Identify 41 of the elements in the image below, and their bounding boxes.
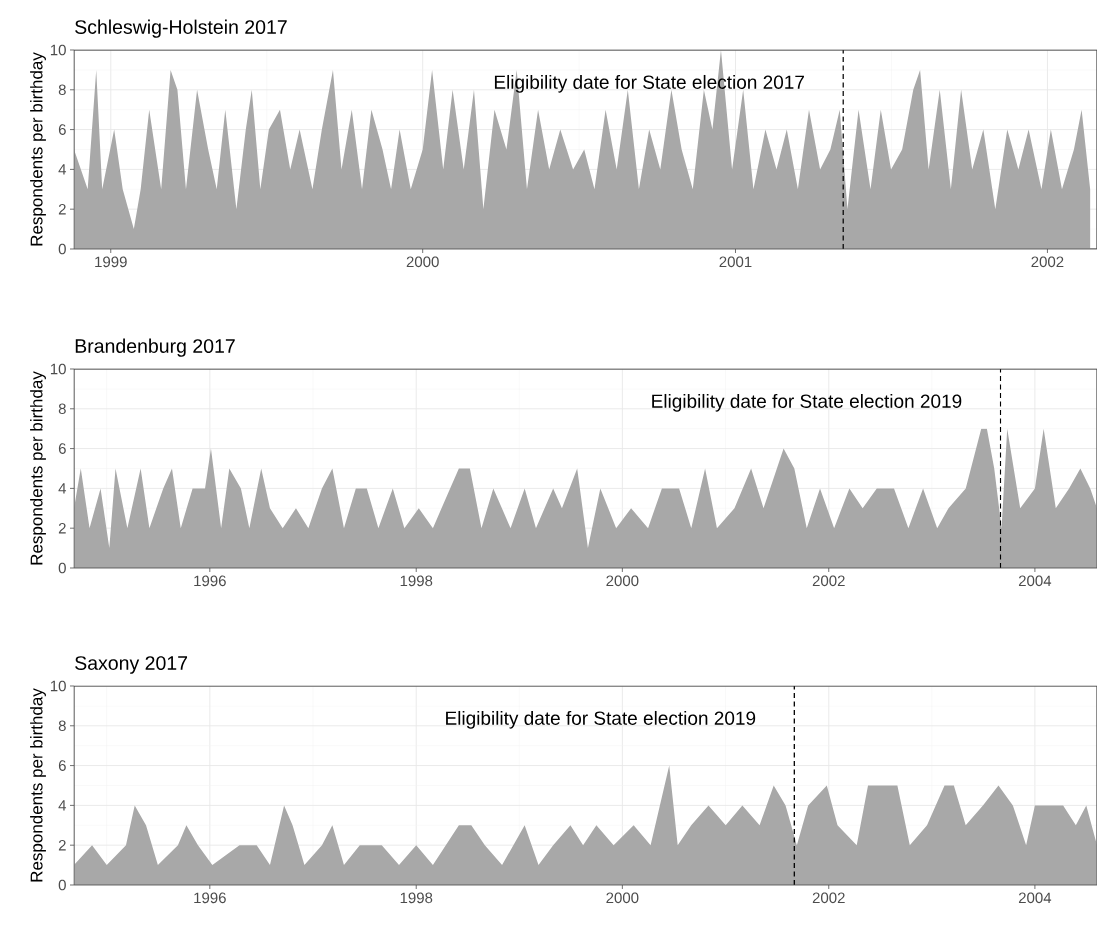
x-tick-label: 2004 [1018, 575, 1052, 587]
x-tick-label: 1999 [95, 256, 127, 268]
y-tick-label: 6 [58, 760, 66, 771]
x-tick-label: 2001 [719, 256, 752, 268]
y-tick-label: 4 [58, 164, 67, 175]
y-tick-label: 10 [50, 44, 66, 56]
x-tick-label: 2002 [812, 575, 845, 587]
y-tick-label: 2 [58, 203, 66, 215]
x-tick-label: 2002 [812, 892, 845, 904]
ref-line-label: Eligibility date for State election 2019 [652, 393, 962, 412]
y-tick-label: 6 [58, 124, 66, 135]
x-tick-label: 1996 [194, 892, 226, 904]
x-tick-label: 2000 [606, 575, 639, 587]
y-tick-label: 10 [50, 363, 66, 375]
x-tick-label: 2004 [1018, 892, 1052, 904]
y-tick-label: 0 [58, 243, 66, 255]
ref-line-label: Eligibility date for State election 2017 [494, 74, 804, 93]
y-tick-label: 8 [58, 403, 66, 415]
y-tick-label: 10 [50, 680, 66, 692]
y-tick-label: 2 [58, 522, 66, 534]
x-tick-label: 1996 [194, 575, 226, 587]
y-tick-label: 8 [58, 84, 66, 96]
x-tick-label: 1998 [400, 892, 433, 904]
y-axis-title: Respondents per birthday [30, 52, 46, 246]
x-tick-label: 2002 [1031, 256, 1064, 268]
chart-title: Schleswig-Holstein 2017 [75, 19, 287, 38]
chart-title: Brandenburg 2017 [75, 338, 235, 357]
y-tick-label: 4 [58, 800, 67, 811]
x-tick-label: 1998 [400, 575, 433, 587]
x-tick-label: 2000 [406, 256, 439, 268]
y-axis-title: Respondents per birthday [30, 371, 46, 565]
y-tick-label: 6 [58, 443, 66, 454]
chart-title: Saxony 2017 [75, 656, 188, 674]
y-tick-label: 0 [58, 879, 66, 891]
y-tick-label: 0 [58, 562, 66, 574]
y-axis-title: Respondents per birthday [30, 688, 46, 882]
y-tick-label: 4 [58, 483, 67, 494]
y-tick-label: 8 [58, 720, 66, 732]
x-tick-label: 2000 [606, 892, 639, 904]
y-tick-label: 2 [58, 839, 66, 851]
ref-line-label: Eligibility date for State election 2019 [446, 710, 756, 729]
